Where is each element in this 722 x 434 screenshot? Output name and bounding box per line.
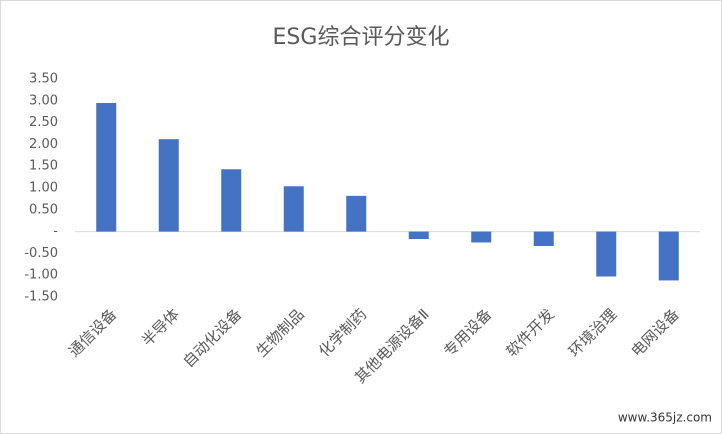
bar: [221, 169, 242, 232]
bar: [596, 231, 617, 277]
y-tick-label: 1.50: [29, 159, 58, 174]
bar: [96, 102, 117, 232]
y-tick-label: -: [53, 224, 58, 239]
y-tick-label: -1.50: [24, 290, 58, 305]
bar: [283, 186, 304, 232]
y-tick-label: 3.50: [29, 72, 58, 87]
y-tick-label: 2.50: [29, 115, 58, 130]
bar: [658, 231, 679, 281]
watermark: www.365jz.com: [618, 411, 712, 425]
bar: [471, 231, 492, 243]
bar: [408, 231, 429, 240]
bar: [533, 231, 554, 246]
bar: [158, 139, 179, 232]
y-tick-label: 3.00: [29, 93, 58, 108]
y-tick-label: 2.00: [29, 137, 58, 152]
chart-title: ESG综合评分变化: [273, 25, 450, 50]
y-tick-label: -1.00: [24, 268, 58, 283]
y-tick-label: 1.00: [29, 181, 58, 196]
y-tick-label: 0.50: [29, 202, 58, 217]
y-tick-label: -0.50: [24, 246, 58, 261]
bar: [346, 195, 367, 232]
